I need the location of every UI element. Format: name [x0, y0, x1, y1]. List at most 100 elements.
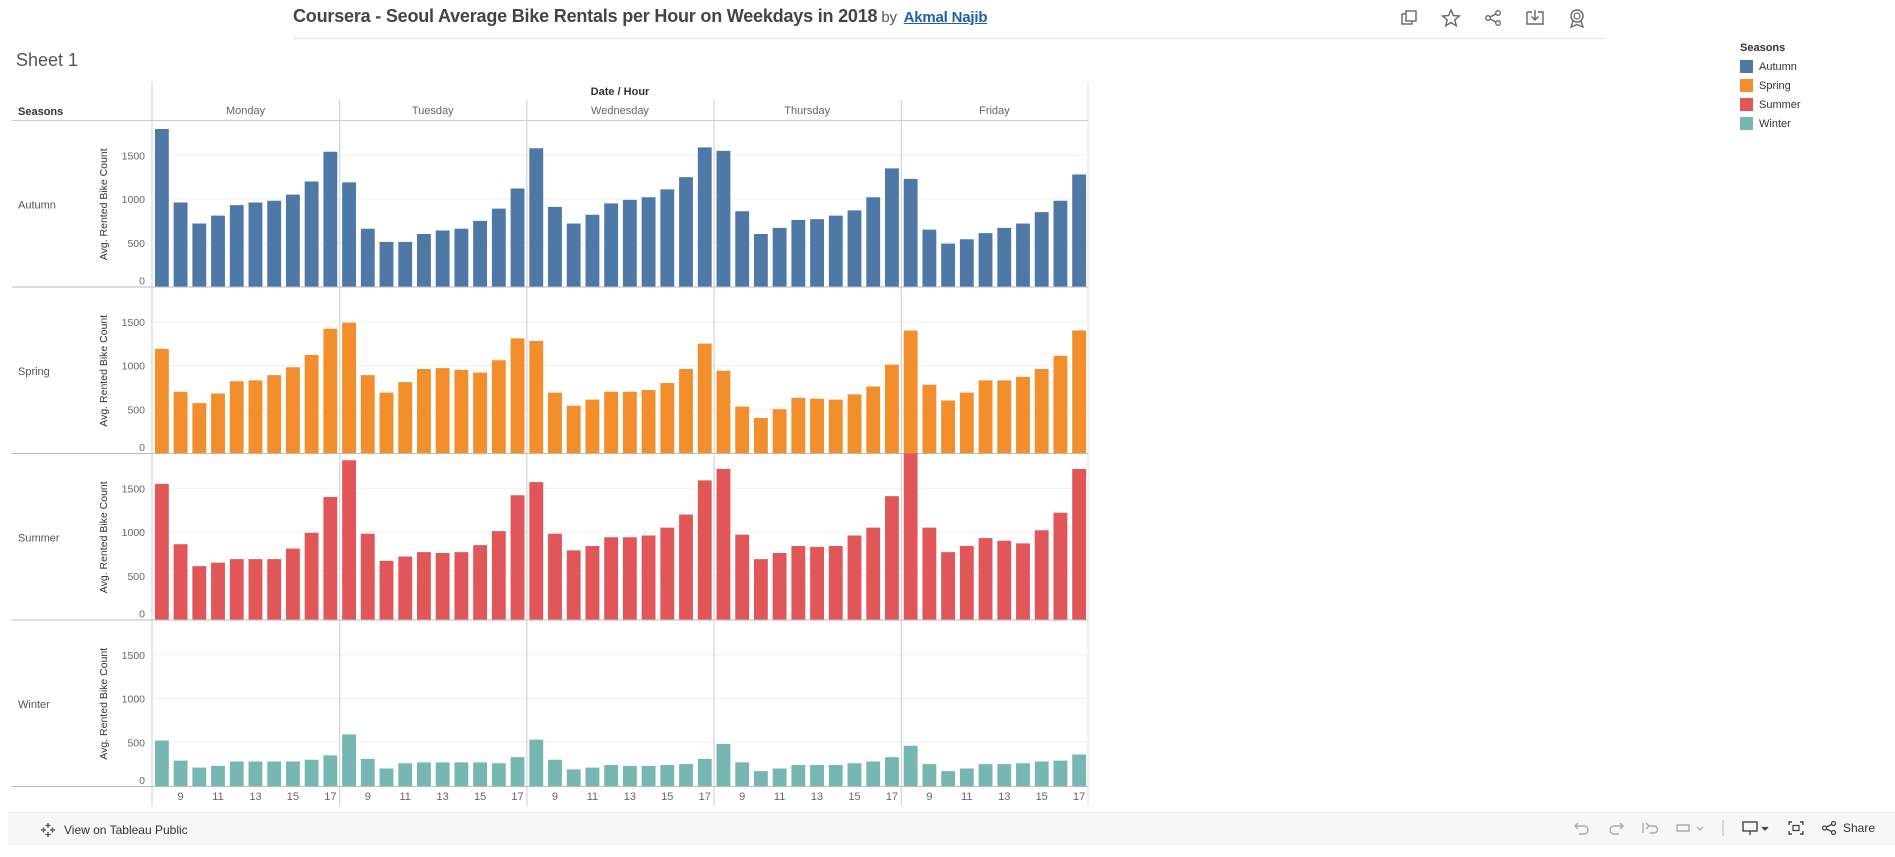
bar-summer-friday-h14 [1016, 543, 1030, 620]
legend-item-summer[interactable]: Summer [1740, 95, 1801, 114]
bar-spring-monday-h16 [304, 355, 319, 453]
badge-icon[interactable] [1565, 6, 1589, 30]
bar-spring-thursday-h8 [716, 370, 731, 453]
bar-summer-tuesday-h11 [398, 556, 413, 620]
day-header-tuesday: Tuesday [412, 105, 454, 117]
bar-autumn-friday-h16 [1053, 200, 1068, 287]
bar-spring-friday-h11 [959, 392, 974, 453]
bar-summer-tuesday-h10 [379, 560, 394, 620]
undo-icon[interactable] [1573, 820, 1591, 836]
bar-summer-wednesday-h8 [529, 482, 544, 620]
y-tick-label: 500 [127, 238, 145, 250]
y-tick-label: 500 [127, 737, 145, 749]
bar-spring-friday-h15 [1034, 369, 1049, 453]
legend-item-winter[interactable]: Winter [1740, 114, 1801, 133]
star-icon[interactable] [1439, 6, 1463, 30]
bar-spring-wednesday-h13 [622, 391, 637, 453]
day-header-wednesday: Wednesday [591, 105, 649, 117]
duplicate-icon[interactable] [1397, 6, 1421, 30]
bar-summer-wednesday-h16 [679, 514, 693, 620]
bar-spring-monday-h17 [323, 328, 338, 453]
bar-autumn-wednesday-h12 [604, 203, 619, 287]
x-tick-label: 17 [324, 791, 336, 803]
bar-spring-wednesday-h10 [566, 405, 581, 453]
bar-autumn-wednesday-h16 [679, 177, 693, 287]
x-tick-label: 13 [998, 791, 1010, 803]
bar-summer-friday-h16 [1053, 512, 1068, 620]
share-icon [1821, 820, 1837, 836]
bar-spring-tuesday-h15 [473, 372, 488, 453]
legend-swatch [1740, 79, 1753, 92]
bar-winter-thursday-h12 [791, 765, 806, 786]
bar-winter-wednesday-h11 [585, 767, 600, 786]
download-menu-icon[interactable] [1741, 820, 1771, 836]
fullscreen-icon[interactable] [1787, 820, 1805, 836]
bar-autumn-friday-h15 [1034, 212, 1049, 287]
y-tick-label: 1000 [122, 694, 146, 706]
day-header-thursday: Thursday [784, 105, 830, 117]
bar-winter-tuesday-h11 [398, 763, 413, 786]
bar-winter-thursday-h10 [753, 771, 768, 786]
bar-summer-tuesday-h8 [342, 460, 356, 620]
bar-winter-friday-h16 [1053, 760, 1068, 786]
column-header: Date / Hour [591, 86, 650, 98]
x-tick-label: 13 [437, 791, 449, 803]
legend-item-autumn[interactable]: Autumn [1740, 57, 1801, 76]
bar-autumn-monday-h17 [323, 151, 338, 287]
bar-spring-wednesday-h15 [660, 383, 675, 453]
legend-label: Summer [1759, 98, 1801, 111]
bar-spring-friday-h16 [1053, 355, 1068, 453]
bar-autumn-tuesday-h16 [491, 208, 506, 287]
bar-spring-tuesday-h13 [435, 368, 450, 453]
bar-summer-monday-h8 [154, 483, 169, 620]
bar-summer-friday-h13 [997, 540, 1012, 620]
bar-spring-friday-h13 [997, 380, 1012, 453]
y-axis-title: Avg. Rented Bike Count [98, 148, 110, 260]
bar-winter-tuesday-h16 [491, 763, 506, 786]
bar-spring-tuesday-h14 [454, 369, 469, 453]
bar-autumn-tuesday-h17 [510, 188, 525, 287]
revert-icon[interactable] [1641, 820, 1659, 836]
bar-summer-monday-h16 [304, 532, 319, 620]
dashboard-header: Coursera - Seoul Average Bike Rentals pe… [293, 0, 1605, 39]
view-on-tableau-link[interactable]: View on Tableau Public [40, 822, 188, 838]
pause-updates-icon[interactable] [1675, 820, 1705, 836]
bar-winter-friday-h17 [1072, 754, 1087, 786]
bar-winter-thursday-h14 [828, 765, 843, 786]
redo-icon[interactable] [1607, 820, 1625, 836]
y-axis-title: Avg. Rented Bike Count [98, 315, 110, 427]
bar-autumn-monday-h10 [192, 223, 207, 287]
y-tick-label: 1000 [122, 194, 146, 206]
legend-item-spring[interactable]: Spring [1740, 76, 1801, 95]
divider [1721, 819, 1725, 837]
download-icon[interactable] [1523, 6, 1547, 30]
bar-autumn-monday-h14 [267, 200, 282, 287]
bar-summer-thursday-h12 [791, 546, 806, 620]
x-tick-label: 9 [739, 791, 745, 803]
title-text: Coursera - Seoul Average Bike Rentals pe… [293, 6, 878, 26]
share-button[interactable]: Share [1821, 820, 1875, 836]
bar-autumn-thursday-h14 [828, 215, 843, 287]
bar-autumn-friday-h17 [1072, 174, 1087, 287]
bar-summer-thursday-h13 [810, 546, 824, 620]
bar-summer-thursday-h8 [716, 469, 731, 620]
bar-winter-wednesday-h16 [679, 764, 693, 786]
bar-autumn-thursday-h8 [716, 150, 731, 287]
tableau-logo-icon [41, 823, 55, 837]
bar-winter-monday-h14 [267, 761, 282, 786]
legend-title: Seasons [1740, 42, 1786, 54]
y-tick-label: 1500 [122, 483, 146, 495]
bar-autumn-thursday-h11 [772, 227, 787, 287]
bar-autumn-thursday-h15 [847, 210, 862, 287]
bar-summer-wednesday-h12 [604, 537, 619, 620]
bar-winter-wednesday-h13 [622, 765, 637, 786]
bar-autumn-tuesday-h10 [379, 241, 394, 287]
bar-summer-thursday-h16 [866, 527, 881, 620]
y-tick-label: 1000 [122, 527, 146, 539]
share-nodes-icon[interactable] [1481, 6, 1505, 30]
y-tick-label: 1500 [122, 650, 146, 662]
bar-summer-thursday-h10 [753, 559, 768, 620]
bar-spring-wednesday-h11 [585, 399, 600, 453]
author-link[interactable]: Akmal Najib [903, 9, 988, 26]
bar-autumn-monday-h13 [248, 202, 263, 287]
